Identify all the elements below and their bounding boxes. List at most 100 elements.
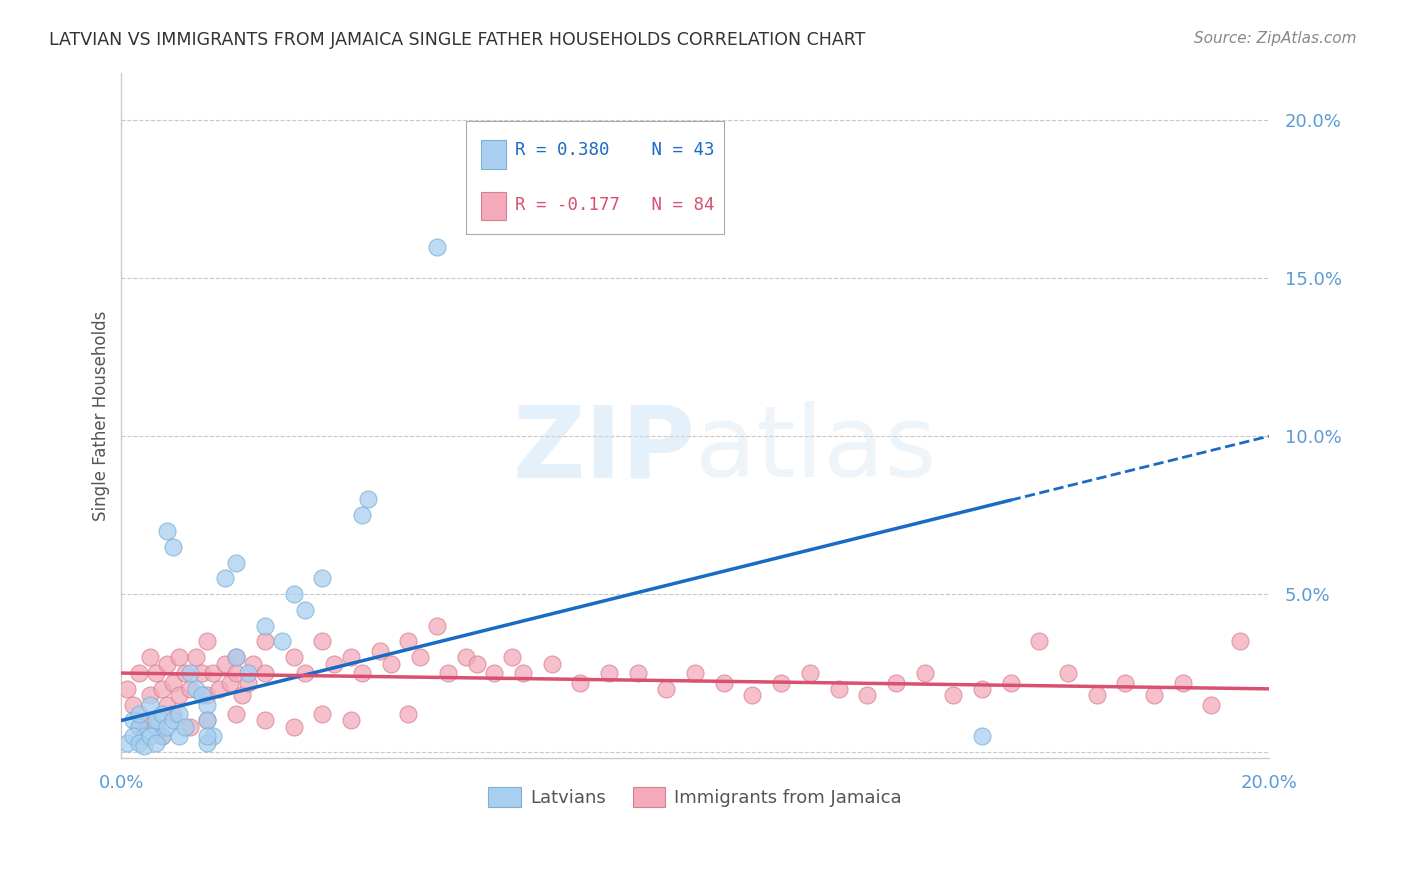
Point	[122, 698, 145, 712]
Point	[1000, 675, 1022, 690]
Point	[162, 540, 184, 554]
Text: LATVIAN VS IMMIGRANTS FROM JAMAICA SINGLE FATHER HOUSEHOLDS CORRELATION CHART: LATVIAN VS IMMIGRANTS FROM JAMAICA SINGL…	[49, 31, 866, 49]
Point	[150, 729, 173, 743]
Point	[352, 508, 374, 523]
Point	[156, 720, 179, 734]
Point	[283, 720, 305, 734]
Text: atlas: atlas	[695, 401, 936, 499]
Point	[454, 650, 477, 665]
Point	[202, 666, 225, 681]
Point	[128, 735, 150, 749]
Point	[184, 681, 207, 696]
Point	[242, 657, 264, 671]
FancyBboxPatch shape	[465, 121, 724, 234]
Point	[627, 666, 650, 681]
Point	[190, 688, 212, 702]
Point	[970, 681, 993, 696]
Point	[173, 720, 195, 734]
Point	[197, 714, 219, 728]
Point	[1057, 666, 1080, 681]
Point	[437, 666, 460, 681]
Point	[253, 618, 276, 632]
Point	[512, 666, 534, 681]
Point	[128, 666, 150, 681]
FancyBboxPatch shape	[481, 192, 506, 220]
Point	[134, 739, 156, 753]
Point	[167, 650, 190, 665]
Point	[214, 571, 236, 585]
Point	[145, 714, 167, 728]
Y-axis label: Single Father Households: Single Father Households	[93, 310, 110, 521]
Point	[225, 650, 247, 665]
Point	[598, 666, 620, 681]
Point	[128, 720, 150, 734]
Point	[465, 657, 488, 671]
Point	[501, 650, 523, 665]
Point	[214, 657, 236, 671]
Point	[1028, 634, 1050, 648]
Point	[122, 729, 145, 743]
Point	[122, 714, 145, 728]
Point	[396, 707, 419, 722]
Point	[1171, 675, 1194, 690]
Point	[294, 666, 316, 681]
FancyBboxPatch shape	[481, 140, 506, 169]
Point	[162, 714, 184, 728]
Point	[128, 707, 150, 722]
Point	[225, 556, 247, 570]
Point	[970, 729, 993, 743]
Point	[426, 618, 449, 632]
Point	[713, 675, 735, 690]
Text: R = -0.177   N = 84: R = -0.177 N = 84	[515, 195, 714, 213]
Point	[741, 688, 763, 702]
Point	[162, 675, 184, 690]
Point	[1201, 698, 1223, 712]
Point	[352, 666, 374, 681]
Point	[197, 698, 219, 712]
Point	[569, 675, 592, 690]
Point	[271, 634, 294, 648]
Point	[145, 666, 167, 681]
Point	[311, 634, 333, 648]
Point	[184, 650, 207, 665]
Point	[683, 666, 706, 681]
Point	[145, 735, 167, 749]
Point	[197, 735, 219, 749]
Point	[179, 666, 201, 681]
Point	[770, 675, 793, 690]
Legend: Latvians, Immigrants from Jamaica: Latvians, Immigrants from Jamaica	[481, 780, 910, 814]
Point	[1229, 634, 1251, 648]
Point	[150, 707, 173, 722]
Point	[167, 707, 190, 722]
Point	[283, 587, 305, 601]
Point	[340, 714, 363, 728]
Point	[914, 666, 936, 681]
Point	[340, 650, 363, 665]
Point	[236, 666, 259, 681]
Point	[856, 688, 879, 702]
Point	[236, 675, 259, 690]
Point	[311, 571, 333, 585]
Point	[179, 681, 201, 696]
Point	[311, 707, 333, 722]
Point	[167, 729, 190, 743]
Text: Source: ZipAtlas.com: Source: ZipAtlas.com	[1194, 31, 1357, 46]
Point	[225, 707, 247, 722]
Point	[540, 657, 562, 671]
Point	[799, 666, 821, 681]
Point	[253, 714, 276, 728]
Point	[426, 240, 449, 254]
Point	[139, 698, 162, 712]
Point	[884, 675, 907, 690]
Point	[134, 714, 156, 728]
Point	[1114, 675, 1136, 690]
Point	[253, 666, 276, 681]
Point	[322, 657, 344, 671]
Point	[139, 714, 162, 728]
Point	[128, 720, 150, 734]
Point	[208, 681, 231, 696]
Point	[139, 729, 162, 743]
Point	[253, 634, 276, 648]
Point	[179, 720, 201, 734]
Point	[156, 698, 179, 712]
